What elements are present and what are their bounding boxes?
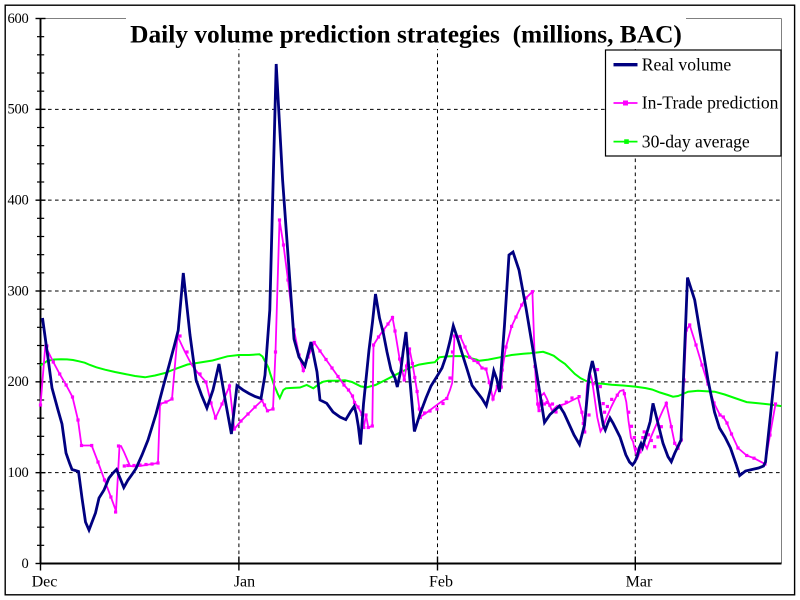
svg-text:0: 0 bbox=[22, 556, 29, 572]
svg-text:300: 300 bbox=[7, 283, 28, 299]
svg-text:In-Trade prediction: In-Trade prediction bbox=[642, 93, 779, 113]
svg-text:Dec: Dec bbox=[32, 574, 58, 591]
svg-text:500: 500 bbox=[7, 102, 28, 118]
svg-text:Jan: Jan bbox=[234, 574, 255, 591]
svg-text:Mar: Mar bbox=[626, 574, 653, 591]
svg-text:400: 400 bbox=[7, 193, 28, 209]
svg-text:Daily volume prediction strate: Daily volume prediction strategies (mill… bbox=[130, 21, 682, 49]
svg-text:Feb: Feb bbox=[429, 574, 453, 591]
svg-text:200: 200 bbox=[7, 374, 28, 390]
svg-text:Real volume: Real volume bbox=[642, 54, 732, 74]
svg-text:600: 600 bbox=[7, 11, 28, 27]
svg-text:100: 100 bbox=[7, 465, 28, 481]
svg-text:30-day average: 30-day average bbox=[642, 131, 750, 151]
